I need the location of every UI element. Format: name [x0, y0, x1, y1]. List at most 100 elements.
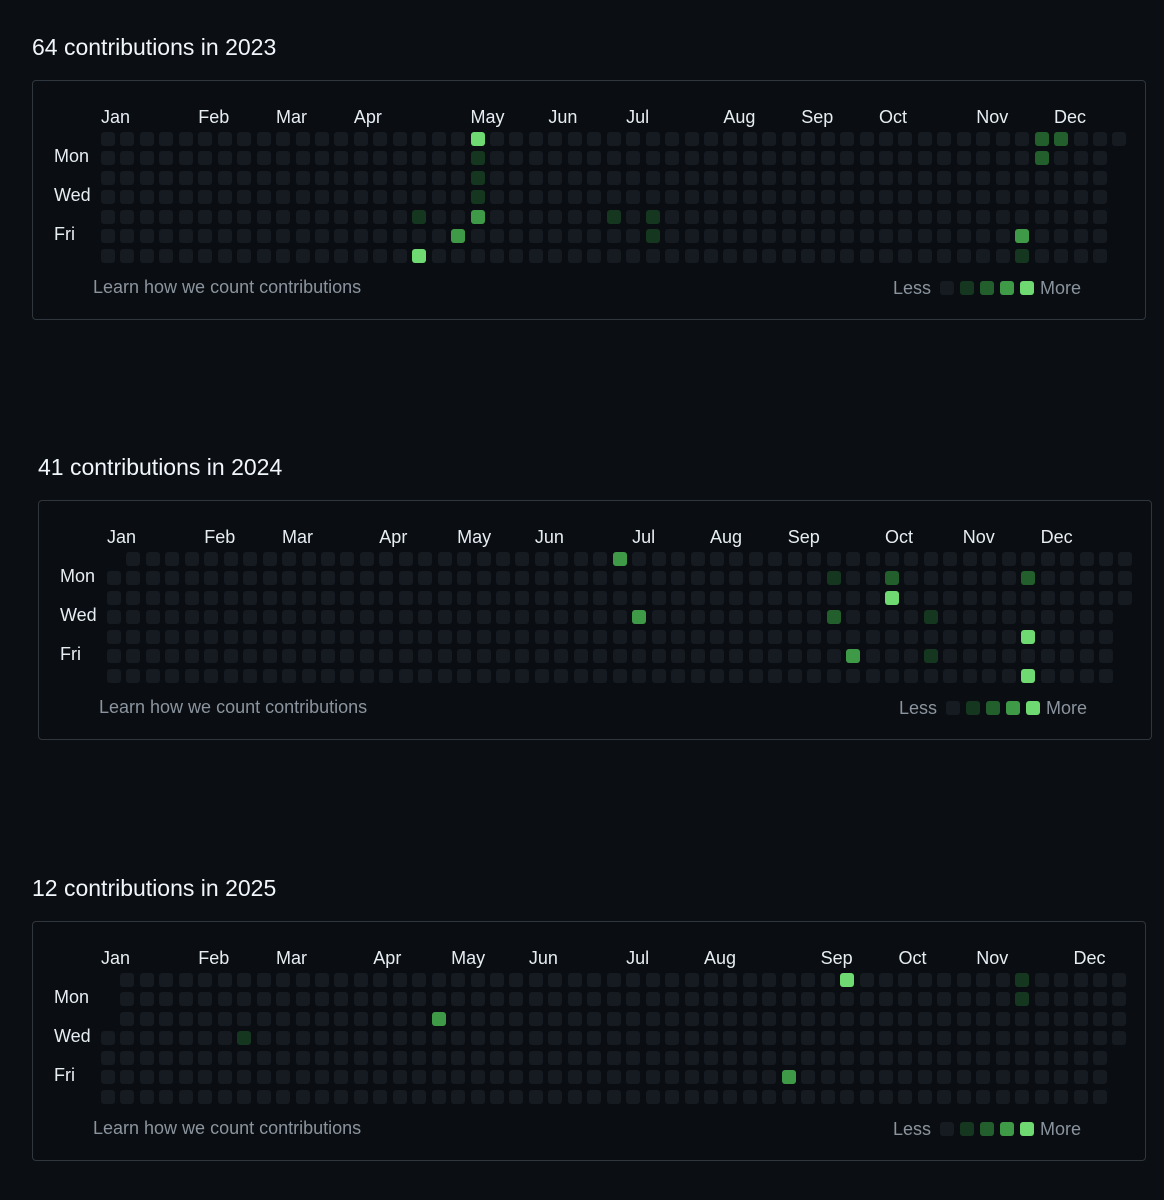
day-cell[interactable] [276, 1011, 291, 1026]
day-cell[interactable] [904, 610, 919, 625]
day-cell[interactable] [826, 629, 841, 644]
day-cell[interactable] [995, 1011, 1010, 1026]
day-cell[interactable] [262, 552, 277, 566]
day-cell[interactable] [976, 1070, 991, 1085]
day-cell[interactable] [509, 170, 524, 185]
day-cell[interactable] [476, 649, 491, 664]
day-cell[interactable] [665, 151, 680, 166]
day-cell[interactable] [554, 571, 569, 586]
day-cell[interactable] [840, 1089, 855, 1104]
day-cell[interactable] [276, 1031, 291, 1046]
day-cell[interactable] [982, 610, 997, 625]
day-cell[interactable] [1060, 649, 1075, 664]
day-cell[interactable] [956, 973, 971, 987]
day-cell[interactable] [781, 209, 796, 224]
day-cell[interactable] [956, 992, 971, 1007]
day-cell[interactable] [437, 629, 452, 644]
day-cell[interactable] [320, 629, 335, 644]
day-cell[interactable] [392, 132, 407, 146]
day-cell[interactable] [437, 649, 452, 664]
day-cell[interactable] [509, 1089, 524, 1104]
day-cell[interactable] [1001, 610, 1016, 625]
day-cell[interactable] [587, 170, 602, 185]
day-cell[interactable] [1092, 151, 1107, 166]
day-cell[interactable] [476, 552, 491, 566]
day-cell[interactable] [120, 151, 135, 166]
day-cell[interactable] [353, 1031, 368, 1046]
day-cell[interactable] [178, 132, 193, 146]
day-cell[interactable] [528, 190, 543, 205]
day-cell[interactable] [1079, 552, 1094, 566]
day-cell[interactable] [1098, 649, 1113, 664]
day-cell[interactable] [709, 668, 724, 683]
day-cell[interactable] [859, 1031, 874, 1046]
day-cell[interactable] [645, 1031, 660, 1046]
day-cell[interactable] [217, 229, 232, 244]
day-cell[interactable] [684, 132, 699, 146]
day-cell[interactable] [145, 649, 160, 664]
day-cell[interactable] [748, 610, 763, 625]
day-cell[interactable] [645, 1070, 660, 1085]
day-cell[interactable] [573, 668, 588, 683]
day-cell[interactable] [879, 973, 893, 987]
day-cell[interactable] [593, 552, 608, 566]
day-cell[interactable] [671, 649, 686, 664]
day-cell[interactable] [840, 992, 855, 1007]
day-cell[interactable] [956, 209, 971, 224]
day-cell[interactable] [256, 190, 271, 205]
day-cell[interactable] [1073, 1050, 1088, 1065]
day-cell[interactable] [223, 571, 238, 586]
day-cell[interactable] [295, 170, 310, 185]
day-cell[interactable] [198, 132, 213, 146]
day-cell[interactable] [353, 248, 368, 263]
day-cell[interactable] [995, 1050, 1010, 1065]
day-cell[interactable] [729, 649, 744, 664]
day-cell[interactable] [107, 668, 121, 683]
day-cell[interactable] [1054, 170, 1069, 185]
day-cell[interactable] [1098, 629, 1113, 644]
day-cell[interactable] [1034, 973, 1049, 987]
day-cell[interactable] [937, 209, 952, 224]
day-cell[interactable] [593, 649, 608, 664]
day-cell[interactable] [412, 973, 427, 987]
day-cell[interactable] [373, 1050, 388, 1065]
day-cell[interactable] [742, 973, 757, 987]
day-cell[interactable] [198, 151, 213, 166]
day-cell[interactable] [126, 649, 141, 664]
day-cell[interactable] [120, 229, 135, 244]
day-cell[interactable] [879, 229, 893, 244]
day-cell[interactable] [353, 132, 368, 146]
day-cell[interactable] [126, 552, 141, 566]
day-cell[interactable] [690, 571, 705, 586]
day-cell[interactable] [632, 649, 647, 664]
day-cell[interactable] [451, 1089, 466, 1104]
day-cell[interactable] [340, 590, 355, 605]
day-cell[interactable] [651, 571, 666, 586]
day-cell[interactable] [101, 1089, 115, 1104]
day-cell[interactable] [198, 248, 213, 263]
day-cell[interactable] [198, 992, 213, 1007]
day-cell[interactable] [256, 132, 271, 146]
day-cell[interactable] [184, 629, 199, 644]
day-cell[interactable] [879, 992, 893, 1007]
day-cell[interactable] [276, 973, 291, 987]
day-cell[interactable] [139, 248, 154, 263]
day-cell[interactable] [917, 992, 932, 1007]
day-cell[interactable] [904, 668, 919, 683]
day-cell[interactable] [632, 552, 647, 566]
day-cell[interactable] [781, 170, 796, 185]
day-cell[interactable] [593, 571, 608, 586]
day-cell[interactable] [768, 649, 783, 664]
day-cell[interactable] [392, 1031, 407, 1046]
day-cell[interactable] [276, 132, 291, 146]
day-cell[interactable] [217, 170, 232, 185]
day-cell[interactable] [379, 552, 394, 566]
day-cell[interactable] [515, 590, 530, 605]
day-cell[interactable] [451, 190, 466, 205]
day-cell[interactable] [295, 1031, 310, 1046]
day-cell[interactable] [437, 552, 452, 566]
day-cell[interactable] [237, 209, 252, 224]
day-cell[interactable] [995, 1089, 1010, 1104]
day-cell[interactable] [885, 610, 899, 625]
day-cell[interactable] [1034, 190, 1049, 205]
